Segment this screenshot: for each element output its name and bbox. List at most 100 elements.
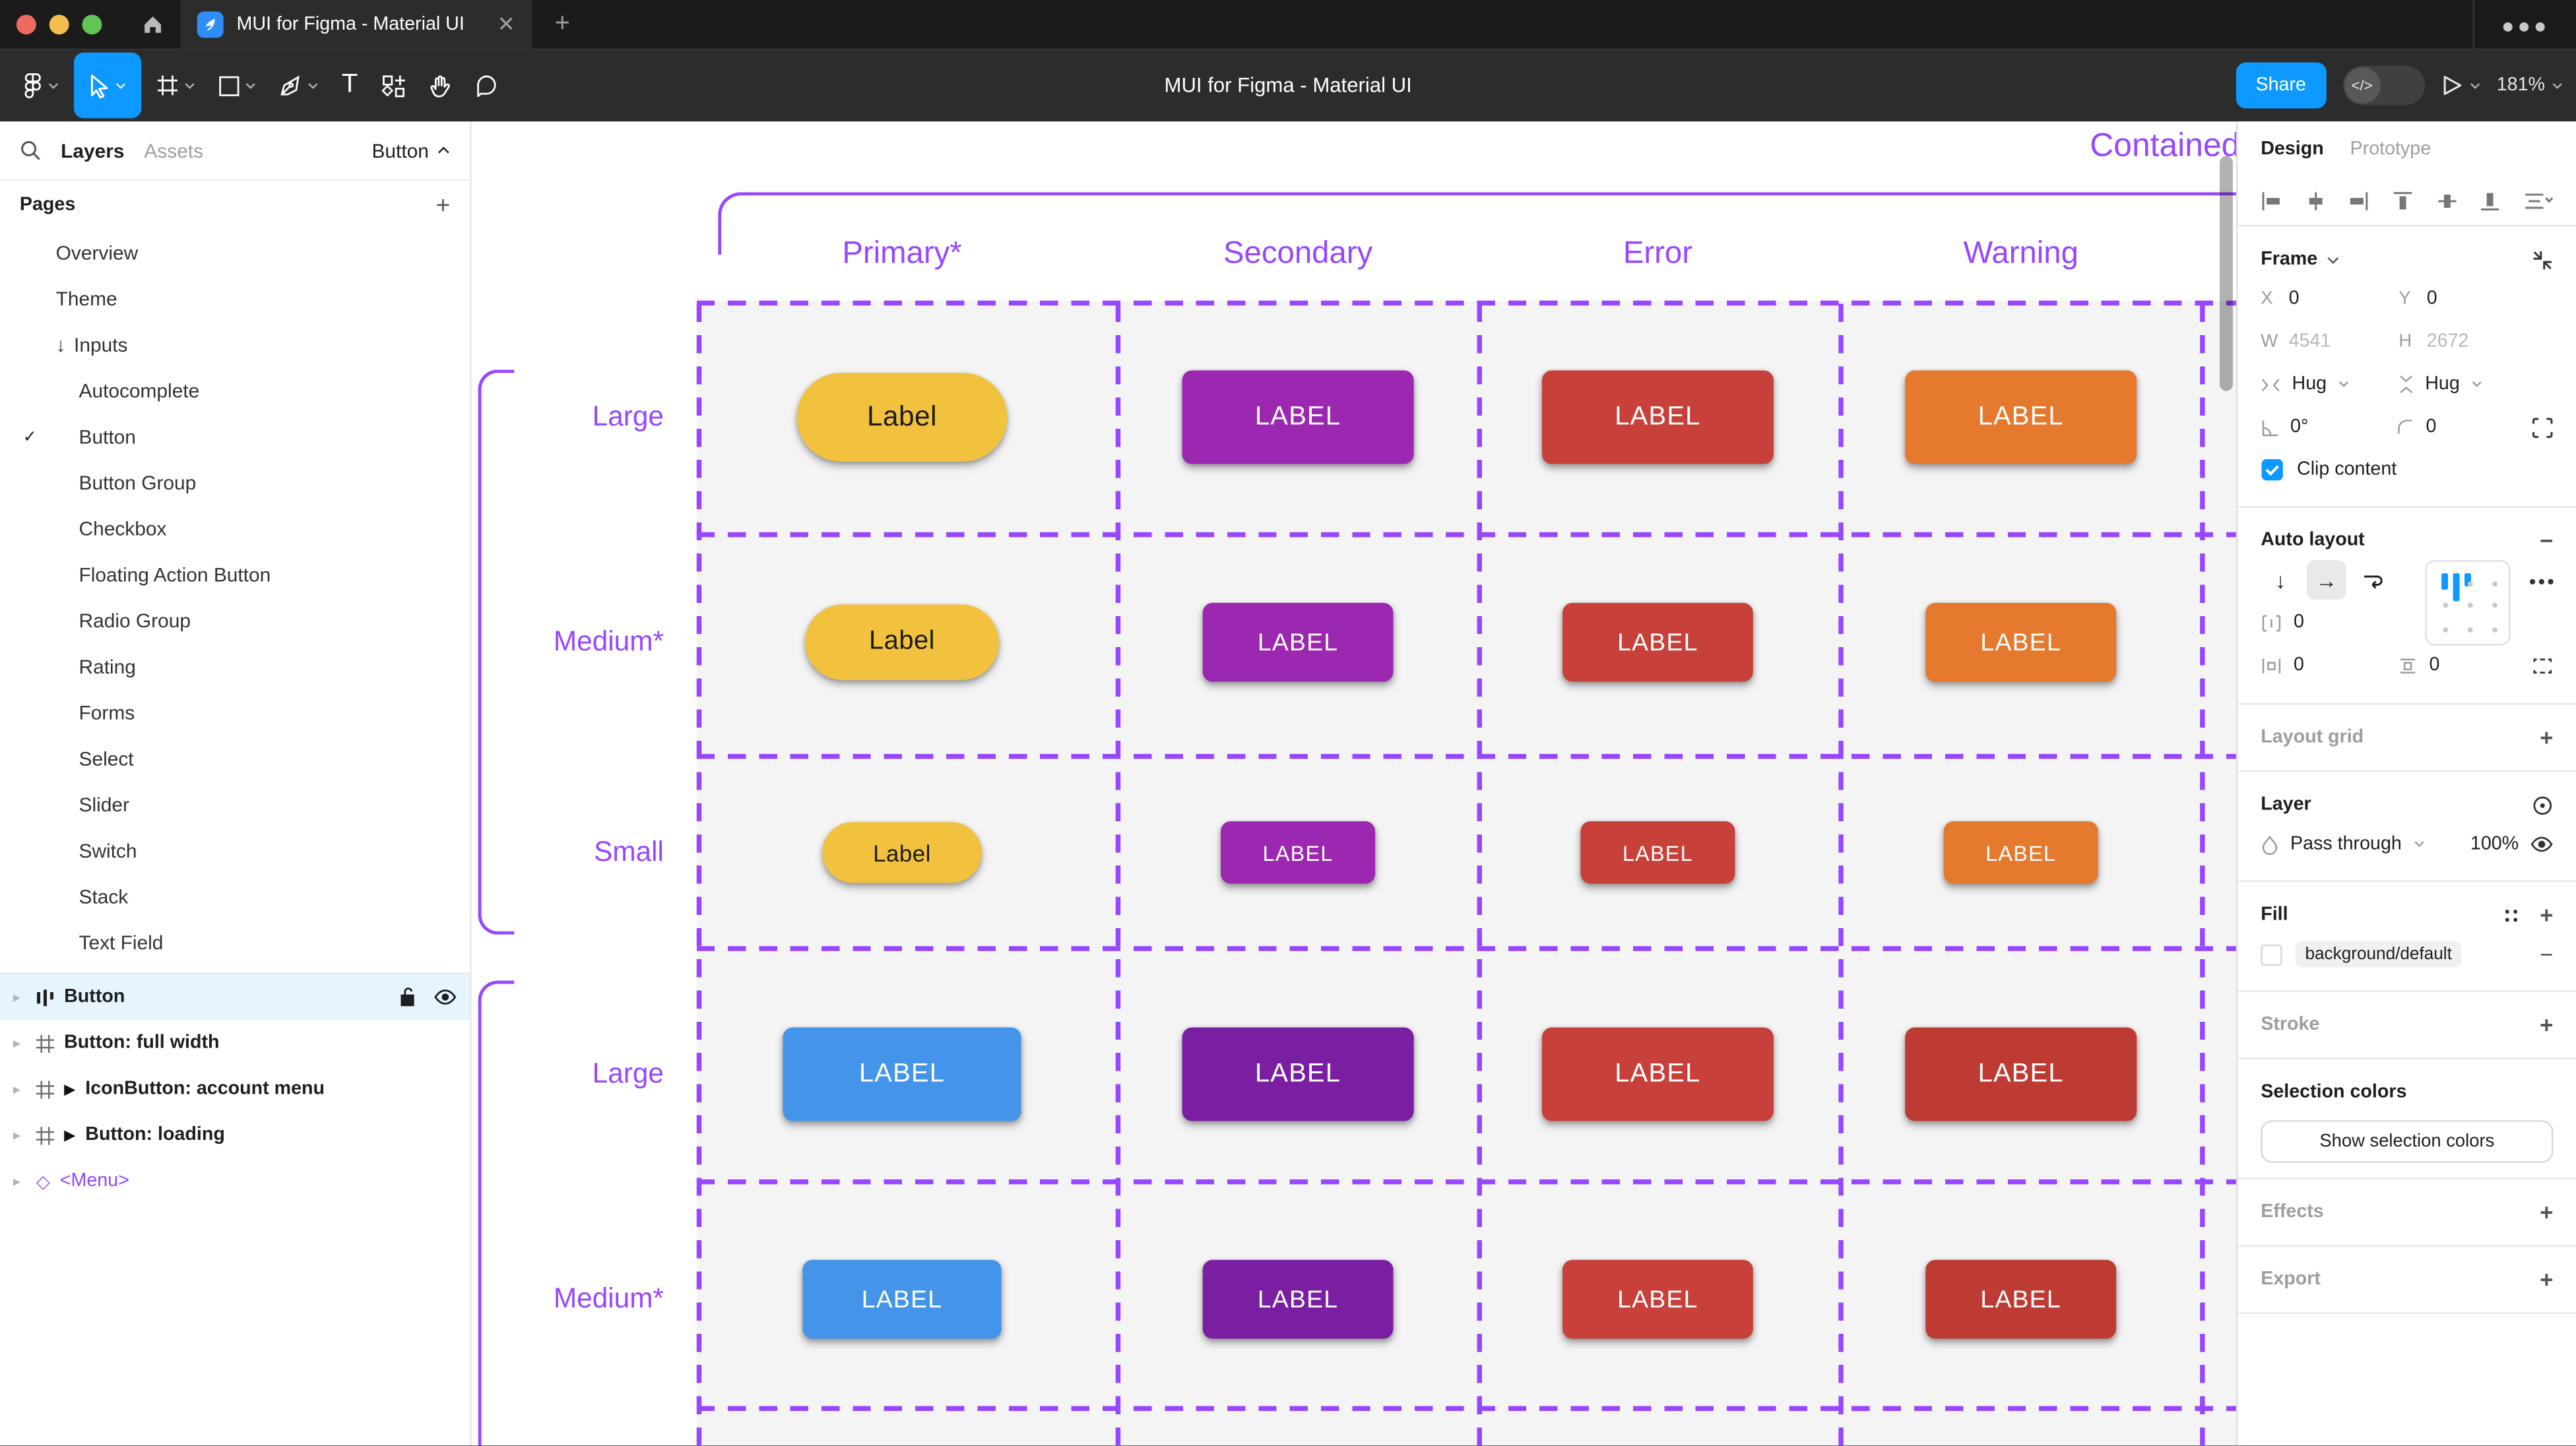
clip-content-checkbox[interactable] [2261,458,2284,482]
page-item-fab[interactable]: Floating Action Button [79,563,271,586]
canvas[interactable]: Contained Primary* Secondary Error Warni… [471,121,2576,1446]
align-horizontal-center-icon[interactable] [2305,191,2326,212]
share-button[interactable]: Share [2236,62,2326,109]
horizontal-padding-field[interactable]: 0 [2261,656,2396,675]
main-menu-button[interactable] [0,49,71,122]
pen-tool-button[interactable] [268,49,331,122]
text-tool-button[interactable]: T [330,49,369,122]
fullscreen-window-button[interactable] [82,15,102,35]
tab-design[interactable]: Design [2261,139,2324,160]
remove-fill-button[interactable]: − [2540,941,2554,968]
layer-row-button[interactable]: ▸ Button [0,974,470,1021]
page-item-button[interactable]: ✓ Button [22,425,136,449]
blend-mode-dropdown[interactable]: Pass through [2290,834,2402,854]
current-page-selector[interactable]: Button [371,139,450,162]
zoom-level-control[interactable]: 181% [2497,76,2563,95]
visibility-eye-icon[interactable] [434,989,457,1005]
page-item-autocomplete[interactable]: Autocomplete [79,379,200,403]
button-medium-primary[interactable]: Label [805,604,999,680]
align-top-icon[interactable] [2392,191,2413,212]
height-field[interactable]: H 2672 [2399,331,2469,352]
frame-section-title[interactable]: Frame [2261,249,2318,270]
expand-chevron-icon[interactable]: ▸ [13,1172,21,1189]
add-page-button[interactable]: + [435,191,451,220]
row-label-large-1[interactable]: Large [592,400,664,432]
visibility-eye-icon[interactable] [2530,836,2554,852]
button-medium2-error[interactable]: LABEL [1562,1259,1753,1339]
align-right-icon[interactable] [2348,191,2369,212]
button-small-warning[interactable]: LABEL [1943,821,2098,884]
page-item-checkbox[interactable]: Checkbox [79,517,167,541]
opacity-field[interactable]: 100% [2470,834,2519,854]
styles-icon[interactable] [2502,906,2520,924]
width-field[interactable]: W 4541 [2261,331,2331,352]
button-medium2-primary[interactable]: LABEL [802,1259,1002,1339]
align-vertical-center-icon[interactable] [2436,191,2457,212]
align-left-icon[interactable] [2261,191,2282,212]
close-window-button[interactable] [16,15,36,35]
dev-mode-toggle[interactable]: </> [2342,65,2425,106]
add-export-button[interactable]: + [2540,1266,2554,1293]
horizontal-resize-dropdown[interactable]: Hug [2261,375,2399,394]
file-tab[interactable]: MUI for Figma - Material UI ✕ [180,0,532,49]
layout-horizontal-button[interactable]: → [2306,560,2346,600]
tab-assets[interactable]: Assets [144,139,204,162]
add-layout-grid-button[interactable]: + [2540,724,2554,751]
fill-style-token[interactable]: background/default [2295,941,2462,968]
show-selection-colors-button[interactable]: Show selection colors [2261,1120,2554,1163]
button-small-error[interactable]: LABEL [1580,821,1735,884]
button-large-primary[interactable]: Label [796,373,1008,462]
item-spacing-field[interactable]: 0 [2261,613,2399,633]
page-item-button-group[interactable]: Button Group [79,471,197,495]
page-item-inputs[interactable]: ↓ Inputs [55,333,128,357]
button-medium-error[interactable]: LABEL [1562,602,1753,682]
page-item-text-field[interactable]: Text Field [79,931,164,955]
resources-tool-button[interactable] [370,49,417,122]
row-label-medium-2[interactable]: Medium* [553,1282,664,1314]
button-large2-secondary[interactable]: LABEL [1182,1027,1414,1121]
home-button[interactable] [125,0,181,49]
minimize-window-button[interactable] [49,15,69,35]
add-stroke-button[interactable]: + [2540,1011,2554,1038]
add-fill-button[interactable]: + [2540,902,2554,928]
expand-chevron-icon[interactable]: ▸ [13,1125,21,1143]
move-tool-button[interactable] [74,52,142,119]
layer-row-button-full-width[interactable]: ▸ Button: full width [13,1033,220,1053]
button-medium-secondary[interactable]: LABEL [1202,602,1394,682]
vertical-padding-field[interactable]: 0 [2397,656,2532,675]
auto-layout-more-options[interactable]: ••• [2529,573,2557,593]
button-large-error[interactable]: LABEL [1541,370,1774,464]
page-item-slider[interactable]: Slider [79,793,129,817]
tab-prototype[interactable]: Prototype [2350,139,2431,160]
column-header-warning[interactable]: Warning [1963,236,2078,271]
tab-layers[interactable]: Layers [61,139,125,162]
page-item-overview[interactable]: Overview [55,241,139,265]
expand-chevron-icon[interactable]: ▸ [13,1034,21,1051]
page-item-stack[interactable]: Stack [79,885,129,908]
button-medium-warning[interactable]: LABEL [1925,602,2117,682]
close-tab-icon[interactable]: ✕ [497,11,515,36]
page-item-radio-group[interactable]: Radio Group [79,609,191,633]
comment-tool-button[interactable] [463,49,509,122]
collapse-panel-icon[interactable] [2532,249,2553,270]
new-tab-button[interactable]: + [554,9,570,38]
layout-vertical-button[interactable]: ↓ [2275,567,2286,592]
corner-radius-field[interactable]: 0 [2397,417,2532,437]
independent-corners-icon[interactable] [2532,416,2553,437]
shape-tool-button[interactable] [207,49,268,122]
page-item-theme[interactable]: Theme [55,287,117,311]
column-header-primary[interactable]: Primary* [842,236,962,271]
button-large-secondary[interactable]: LABEL [1182,370,1414,464]
distribute-menu-icon[interactable] [2523,191,2554,212]
canvas-scrollbar[interactable] [2219,156,2233,391]
expand-chevron-icon[interactable]: ▸ [13,988,21,1005]
blend-mode-icon[interactable] [2532,794,2553,815]
more-options-icon[interactable]: ●●● [2501,12,2550,38]
remove-auto-layout-button[interactable]: − [2540,527,2554,554]
chevron-down-icon[interactable] [2326,255,2339,263]
page-item-forms[interactable]: Forms [79,701,135,725]
frame-tool-button[interactable] [145,49,207,122]
expand-chevron-icon[interactable]: ▸ [13,1080,21,1097]
